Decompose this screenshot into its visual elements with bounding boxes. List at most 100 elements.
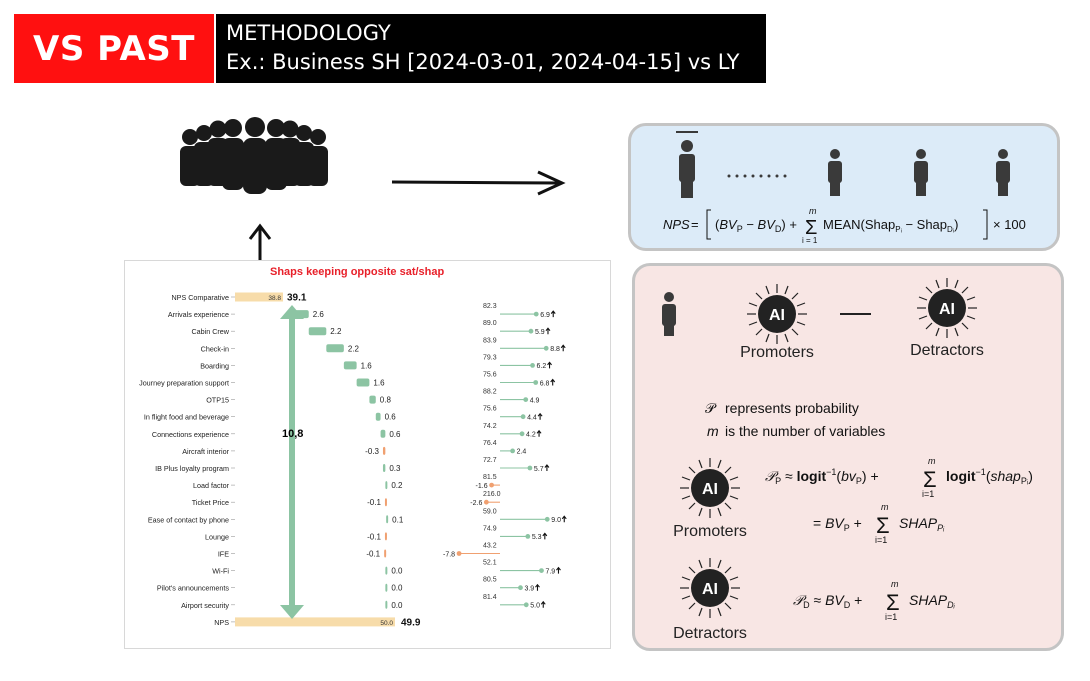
svg-text:(BVP − BVD) +: (BVP − BVD) +: [715, 217, 797, 234]
satisfaction-value: 74.9: [483, 525, 497, 532]
waterfall-value: 0.1: [392, 515, 404, 524]
svg-text:i=1: i=1: [922, 489, 934, 499]
waterfall-bar: [385, 566, 388, 575]
diff-dot: [533, 311, 539, 317]
diff-dot: [543, 345, 549, 351]
probability-note: represents probability: [725, 400, 859, 416]
svg-text:= BVP +: = BVP +: [813, 515, 862, 533]
waterfall-value: -0.1: [366, 550, 380, 559]
svg-text:NPS: NPS: [663, 217, 690, 232]
nps-bar: [235, 617, 395, 627]
svg-text:AI: AI: [702, 481, 718, 498]
row-label: Arrivals experience: [168, 310, 229, 319]
up-arrow-icon: [556, 566, 561, 574]
diff-dot: [539, 568, 544, 573]
m-symbol: m: [707, 423, 719, 439]
diff-value: 6.2: [537, 363, 547, 370]
diff-dot: [544, 516, 550, 522]
nps-formula-box: NPS = (BVP − BVD) + m Σ i = 1 MEAN(ShapP…: [628, 123, 1060, 251]
person-icon-1: [679, 140, 695, 198]
diff-dot: [518, 585, 523, 591]
diff-dot: [523, 602, 529, 608]
svg-text:i = 1: i = 1: [802, 236, 818, 245]
diff-value: 3.9: [524, 586, 534, 593]
svg-text:× 100: × 100: [993, 217, 1026, 232]
row-label: Boarding: [200, 361, 229, 370]
diff-value: 8.8: [550, 346, 560, 353]
diff-dot: [523, 397, 529, 402]
waterfall-value: 2.2: [348, 344, 360, 353]
satisfaction-value: 216.0: [483, 491, 501, 498]
up-arrow-icon: [550, 378, 556, 386]
up-arrow-icon: [535, 583, 540, 591]
detractors-label-2: Detractors: [673, 625, 747, 642]
svg-text:AI: AI: [769, 307, 785, 324]
total-change-label: 10,8: [282, 428, 303, 440]
satisfaction-value: 81.4: [483, 594, 497, 601]
waterfall-value: -0.1: [367, 498, 381, 507]
shap-waterfall-chart: Shaps keeping opposite sat/shap NPS Comp…: [124, 260, 611, 649]
waterfall-value: 1.6: [373, 379, 385, 388]
waterfall-value: 0.6: [389, 430, 401, 439]
waterfall-value: -0.3: [365, 447, 379, 456]
svg-text:Σ: Σ: [886, 590, 900, 615]
up-arrow-icon: [550, 310, 556, 318]
diff-dot: [456, 551, 462, 556]
satisfaction-value: 89.0: [483, 320, 497, 327]
satisfaction-value: 80.5: [483, 577, 497, 584]
row-label: Ease of contact by phone: [148, 515, 229, 524]
detractors-formula: 𝒫D ≈ BVD + m Σ i=1 SHAPDᵢ: [793, 579, 956, 622]
row-label: Airport security: [181, 601, 229, 610]
ai-detractors-icon: AI: [916, 277, 978, 339]
waterfall-value: 1.6: [361, 361, 373, 370]
satisfaction-value: 59.0: [483, 508, 497, 515]
waterfall-bar: [369, 395, 376, 404]
row-label: IB Plus loyalty program: [155, 464, 229, 473]
waterfall-bar: [326, 344, 344, 353]
satisfaction-value: 81.5: [483, 474, 497, 481]
ellipsis-icon: [727, 174, 787, 178]
satisfaction-value: 83.9: [483, 337, 497, 344]
diff-dot: [483, 499, 489, 505]
row-label: Aircraft interior: [182, 447, 229, 456]
ai-diagram: AI Promoters AI Detractors 𝒫 represents …: [662, 277, 1033, 642]
ai-promoters-icon-2: AI: [679, 457, 741, 519]
ai-detractors-icon-2: AI: [679, 557, 741, 619]
svg-text:SHAPDᵢ: SHAPDᵢ: [909, 592, 956, 610]
waterfall-bar: [375, 412, 381, 421]
satisfaction-value: 82.3: [483, 303, 497, 310]
up-arrow-icon: [547, 361, 552, 369]
waterfall-value: 2.2: [330, 327, 342, 336]
diff-value: 5.9: [535, 329, 545, 336]
svg-text:Σ: Σ: [876, 513, 890, 538]
right-arrow-icon: [391, 170, 566, 196]
svg-text:𝒫P ≈ logit−1(bvP) +: 𝒫P ≈ logit−1(bvP) +: [765, 467, 879, 486]
diff-value: 5.7: [534, 466, 544, 473]
waterfall-value: -0.1: [367, 532, 381, 541]
waterfall-value: 0.0: [391, 584, 403, 593]
row-label: NPS Comparative: [171, 293, 229, 302]
svg-text:SHAPPᵢ: SHAPPᵢ: [899, 515, 945, 533]
waterfall-value: 0.8: [380, 396, 392, 405]
row-label: Wi-Fi: [212, 567, 229, 576]
svg-text:i=1: i=1: [875, 535, 887, 545]
waterfall-value: 2.6: [313, 310, 325, 319]
nps-comparative-bar: [235, 292, 283, 302]
satisfaction-value: 76.4: [483, 440, 497, 447]
up-arrow-icon: [540, 600, 546, 608]
ai-explanation-box: AI Promoters AI Detractors 𝒫 represents …: [632, 263, 1064, 651]
waterfall-bar: [382, 446, 386, 455]
promoters-label-2: Promoters: [673, 523, 747, 540]
diff-dot: [533, 380, 539, 385]
waterfall-bar: [384, 549, 387, 558]
up-arrow-icon: [560, 344, 566, 352]
total-range-arrow: [280, 305, 304, 619]
diff-dot: [525, 534, 531, 539]
diff-value: 9.0: [551, 517, 561, 524]
person-icon-2: [828, 149, 842, 196]
waterfall-bar: [386, 515, 389, 524]
satisfaction-value: 74.2: [483, 423, 497, 430]
satisfaction-value: 79.3: [483, 354, 497, 361]
row-label: Lounge: [205, 532, 229, 541]
svg-text:=: =: [691, 217, 699, 232]
